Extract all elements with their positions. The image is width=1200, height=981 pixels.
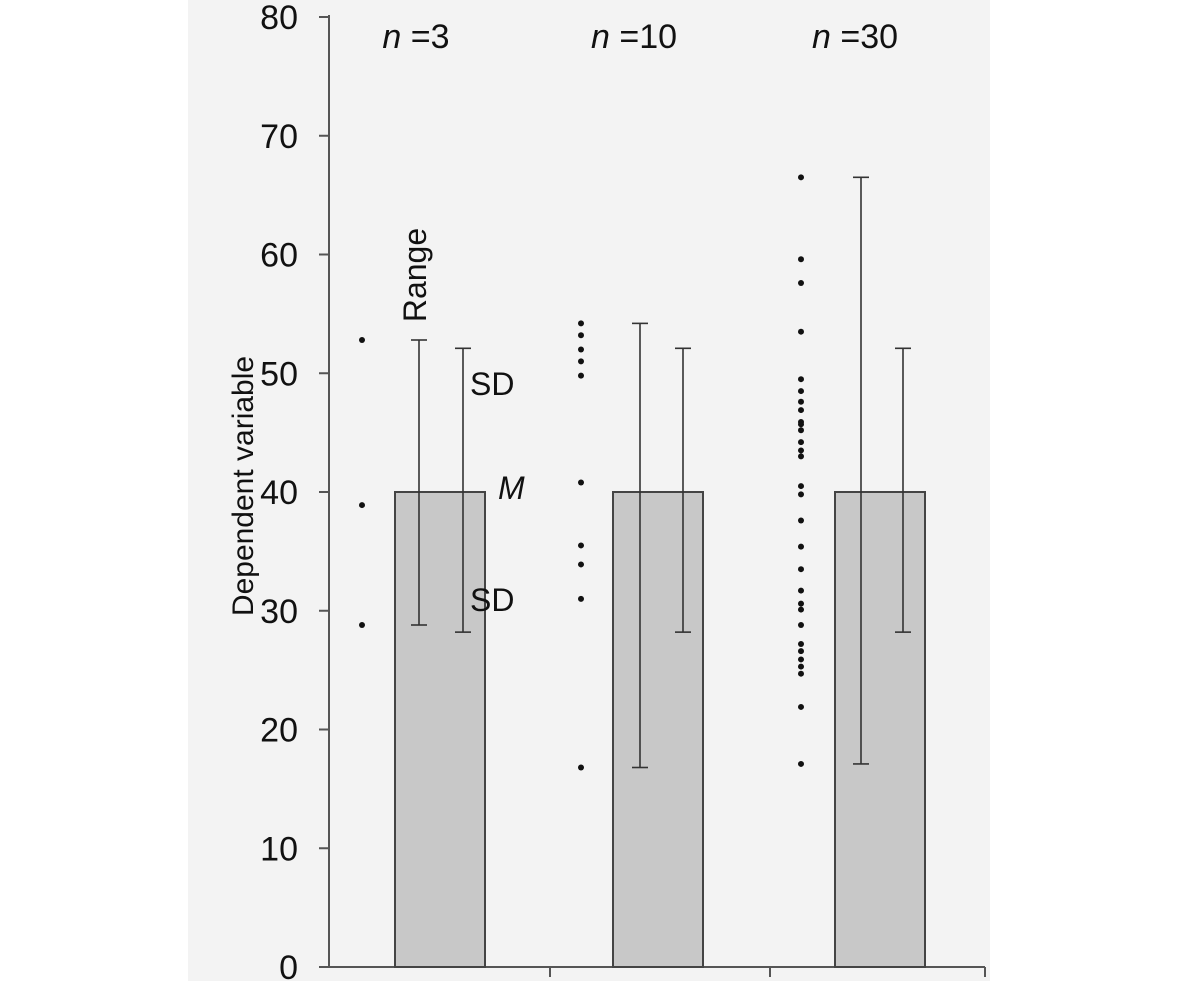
page-margin-left bbox=[0, 0, 188, 981]
data-point bbox=[798, 641, 804, 647]
data-point bbox=[798, 398, 804, 405]
annotation-range: Range bbox=[397, 228, 433, 322]
annotation-sd-lower: SD bbox=[470, 582, 514, 618]
y-tick-label: 70 bbox=[260, 118, 298, 156]
y-tick-label: 60 bbox=[260, 237, 298, 275]
y-tick-label: 50 bbox=[260, 355, 298, 393]
points-layer bbox=[359, 174, 804, 771]
data-point bbox=[798, 656, 804, 663]
data-point bbox=[359, 337, 365, 343]
data-point bbox=[578, 372, 584, 379]
data-point bbox=[798, 703, 804, 710]
data-point bbox=[798, 388, 804, 395]
y-tick-label: 80 bbox=[260, 0, 298, 37]
data-point bbox=[798, 439, 804, 446]
data-point bbox=[578, 561, 584, 568]
data-point bbox=[578, 358, 584, 365]
data-point bbox=[798, 407, 804, 414]
data-point bbox=[798, 606, 804, 613]
bar bbox=[612, 491, 704, 968]
data-point bbox=[798, 648, 804, 655]
data-point bbox=[798, 483, 804, 490]
group-n-label: n =3 bbox=[382, 18, 449, 56]
n-value: =10 bbox=[610, 18, 677, 56]
n-symbol: n bbox=[382, 18, 401, 56]
data-point bbox=[798, 760, 804, 767]
data-point bbox=[578, 346, 584, 353]
data-point bbox=[798, 587, 804, 594]
bar bbox=[834, 491, 926, 968]
y-tick-label: 10 bbox=[260, 830, 298, 868]
y-tick-label: 20 bbox=[260, 712, 298, 750]
labels-layer: n =3 n =10 n =30 bbox=[382, 18, 898, 56]
annotation-mean: M bbox=[498, 470, 525, 506]
data-point bbox=[798, 491, 804, 498]
page-margin-right bbox=[990, 0, 1200, 981]
error-bars-layer bbox=[411, 176, 911, 769]
y-tick-label: 40 bbox=[260, 474, 298, 512]
data-point bbox=[798, 517, 804, 524]
data-point bbox=[798, 174, 804, 181]
n-value: =30 bbox=[831, 18, 898, 56]
annotation-sd-upper: SD bbox=[470, 366, 514, 402]
data-point bbox=[798, 663, 804, 670]
y-tick-label: 0 bbox=[279, 949, 298, 981]
data-point bbox=[798, 566, 804, 573]
data-point bbox=[798, 328, 804, 335]
data-point bbox=[798, 543, 804, 550]
data-point bbox=[798, 453, 804, 460]
data-point bbox=[578, 320, 584, 327]
data-point bbox=[578, 479, 584, 486]
data-point bbox=[578, 764, 584, 771]
n-symbol: n bbox=[812, 18, 831, 56]
data-point bbox=[359, 502, 365, 509]
data-point bbox=[798, 622, 804, 628]
bars-layer bbox=[394, 491, 926, 968]
y-tick-label: 30 bbox=[260, 593, 298, 631]
data-point bbox=[578, 595, 584, 602]
data-point bbox=[578, 542, 584, 549]
bar bbox=[394, 491, 486, 968]
n-symbol: n bbox=[591, 18, 610, 56]
data-point bbox=[798, 427, 804, 434]
y-axis-title: Dependent variable bbox=[227, 356, 260, 616]
data-point bbox=[359, 622, 365, 628]
n-value: =3 bbox=[401, 18, 449, 56]
data-point bbox=[578, 332, 584, 339]
data-point bbox=[798, 670, 804, 677]
data-point bbox=[798, 600, 804, 607]
data-point bbox=[798, 421, 804, 428]
data-point bbox=[798, 256, 804, 263]
group-n-label: n =10 bbox=[591, 18, 677, 56]
data-point bbox=[798, 376, 804, 383]
data-point bbox=[798, 280, 804, 286]
data-point bbox=[798, 447, 804, 454]
group-n-label: n =30 bbox=[812, 18, 898, 56]
